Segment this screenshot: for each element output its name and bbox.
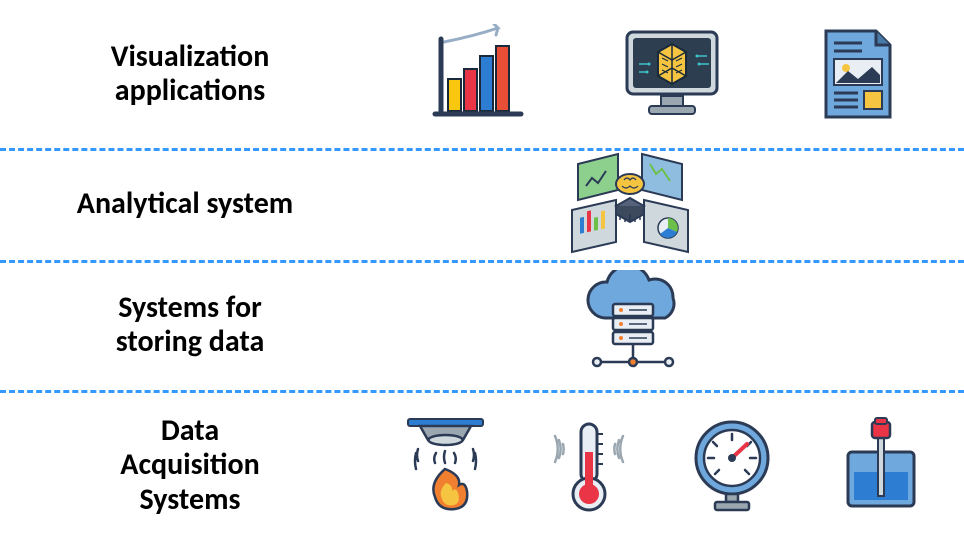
analytics-panels-icon (560, 152, 700, 257)
bar-chart-icon (426, 24, 526, 124)
label-analytical: Analytical system (20, 187, 350, 222)
gauge-icon (685, 416, 780, 516)
layer-visualization: Visualizationapplications (0, 0, 964, 148)
smoke-fire-sensor-icon (398, 413, 493, 518)
label-visualization: Visualizationapplications (40, 40, 340, 109)
label-analytical-text: Analytical system (77, 185, 293, 222)
layer-storing: Systems forstoring data (0, 260, 964, 390)
label-acquisition-text: DataAcquisitionSystems (120, 412, 259, 518)
level-probe-icon (836, 416, 926, 516)
thermometer-icon (549, 416, 629, 516)
layer-analytical: Analytical system (0, 148, 964, 260)
label-visualization-text: Visualizationapplications (111, 38, 270, 110)
cloud-server-icon (575, 270, 690, 380)
label-storing-text: Systems forstoring data (116, 289, 265, 361)
monitor-building-icon (617, 24, 727, 124)
label-storing: Systems forstoring data (40, 291, 340, 360)
label-acquisition: DataAcquisitionSystems (60, 414, 320, 518)
layer-acquisition: DataAcquisitionSystems (0, 390, 964, 541)
document-report-icon (818, 27, 898, 122)
